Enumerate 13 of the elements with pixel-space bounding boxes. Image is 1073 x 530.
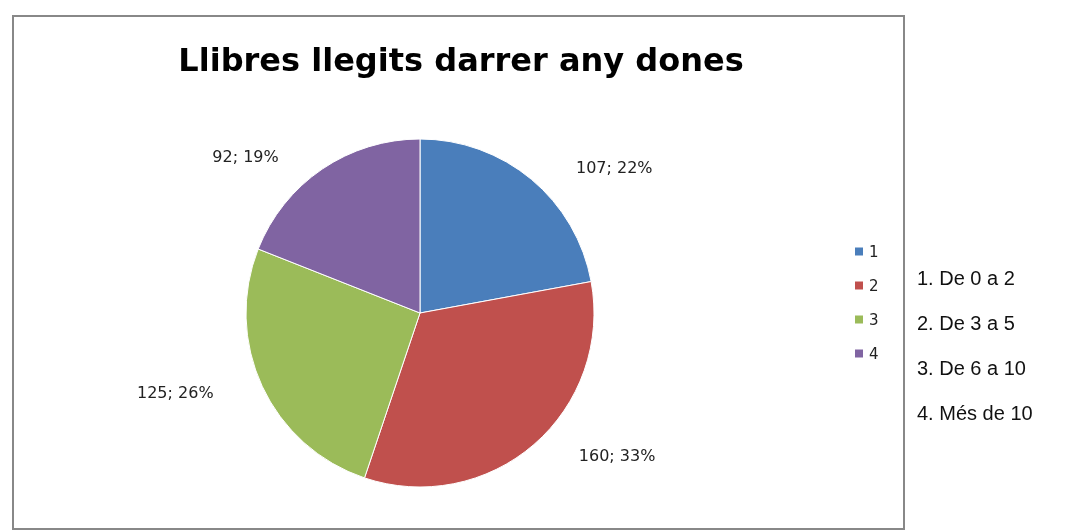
data-label: 125; 26% (137, 383, 214, 403)
data-label: 160; 33% (578, 446, 656, 466)
text: 3. De 6 a 10 (917, 356, 1027, 381)
legend-label: 2 (869, 276, 879, 295)
text: 2. De 3 a 5 (917, 311, 1016, 336)
data-label: 107; 22% (575, 158, 653, 178)
legend-label: 3 (869, 310, 879, 329)
legend-label: 4 (869, 344, 879, 363)
legend-label: 1 (869, 242, 879, 261)
text: 4. Més de 10 (917, 401, 1033, 426)
chart-title: Llibres llegits darrer any dones (178, 41, 744, 79)
text: 1. De 0 a 2 (917, 266, 1016, 291)
data-label: 92; 19% (212, 147, 279, 167)
